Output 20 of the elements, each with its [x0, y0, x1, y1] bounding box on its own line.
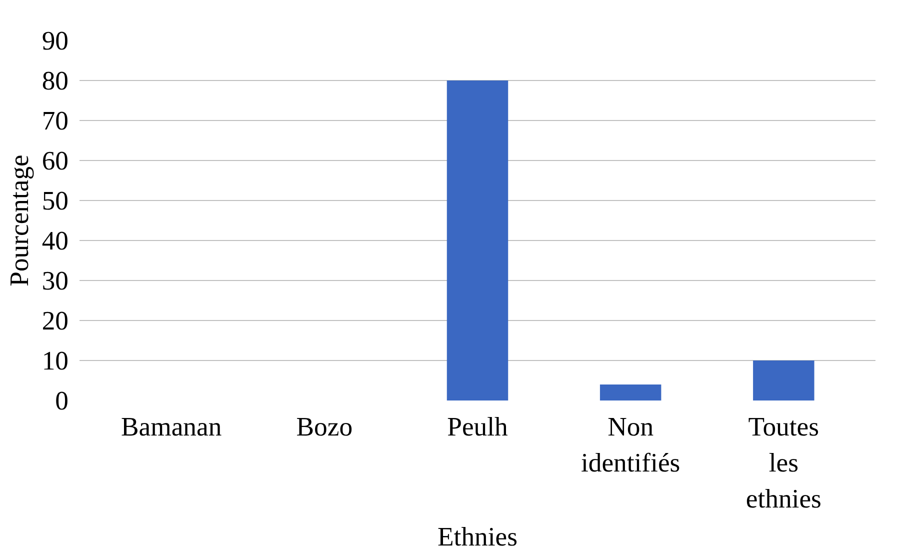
- y-tick-label: 90: [42, 26, 68, 56]
- bar: [446, 80, 508, 400]
- y-tick-label: 0: [55, 386, 68, 416]
- y-tick-label: 80: [42, 66, 68, 96]
- x-tick-label: Non identifiés: [580, 412, 680, 478]
- x-axis-title: Ethnies: [438, 522, 518, 552]
- y-tick-label: 50: [42, 186, 68, 216]
- y-tick-label: 70: [42, 106, 68, 136]
- y-tick-label: 40: [42, 226, 68, 256]
- y-tick-label: 60: [42, 146, 68, 176]
- y-tick-label: 30: [42, 266, 68, 296]
- x-tick-label: Peulh: [447, 412, 508, 442]
- x-tick-label: Bamanan: [121, 412, 222, 442]
- x-tick-label: Toutes les ethnies: [746, 412, 822, 514]
- y-axis-title: Pourcentage: [4, 154, 34, 286]
- x-tick-label: Bozo: [296, 412, 353, 442]
- bar: [600, 384, 662, 400]
- bar: [753, 360, 814, 400]
- y-tick-label: 20: [42, 306, 68, 336]
- y-tick-label: 10: [42, 346, 68, 376]
